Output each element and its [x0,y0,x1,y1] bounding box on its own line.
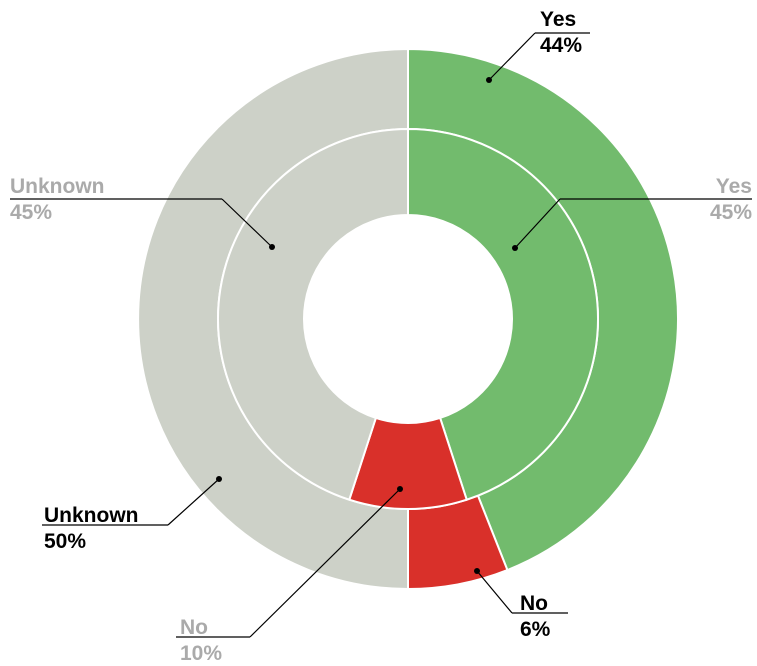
slice-value-outer-yes: 44% [540,34,582,57]
slice-value-inner-no: 10% [180,642,222,665]
leader-line-inner-no [249,488,401,638]
leader-dot-outer-unknown [216,476,222,482]
slice-label-inner-yes: Yes [716,175,752,198]
slice-value-inner-yes: 45% [710,201,752,224]
leader-dot-inner-no [397,486,403,492]
leader-dot-inner-yes [512,245,518,251]
slice-value-outer-no: 6% [520,618,551,641]
slice-label-inner-no: No [180,616,208,639]
leader-line-inner-yes [514,198,561,249]
center-hole [304,215,512,423]
slice-label-outer-yes: Yes [540,8,576,31]
slice-label-outer-unknown: Unknown [44,504,139,527]
leader-dot-inner-unknown [269,244,275,250]
slice-value-outer-unknown: 50% [44,530,86,553]
slice-label-inner-unknown: Unknown [10,175,105,198]
leader-dot-outer-yes [486,77,492,83]
labels-layer: Yes 44% No 6% Unknown 50% Yes 45% No 10% Unknown 45… [10,8,752,665]
leader-line-outer-yes [488,32,536,81]
leader-line-inner-unknown [221,198,273,248]
slice-value-inner-unknown: 45% [10,201,52,224]
leader-line-outer-no [476,570,513,614]
slice-label-outer-no: No [520,592,548,615]
leader-dot-outer-no [474,568,480,574]
leaders-layer [10,32,752,638]
leader-line-outer-unknown [167,478,220,526]
